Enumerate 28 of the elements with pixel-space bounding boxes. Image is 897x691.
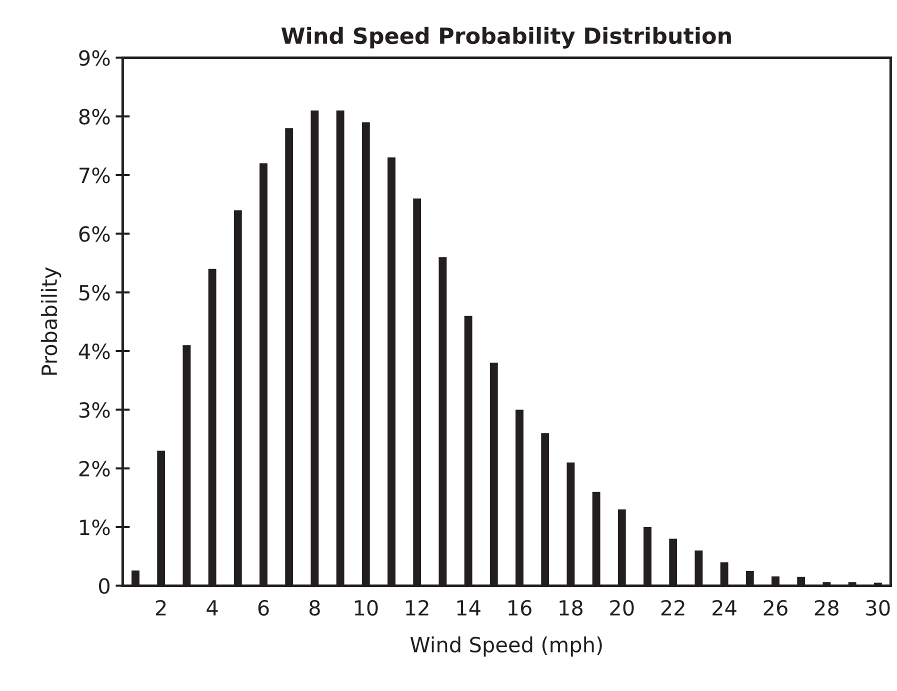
y-tick-label: 2% bbox=[79, 460, 110, 477]
y-tick-label: 8% bbox=[79, 108, 110, 125]
x-tick-label: 14 bbox=[457, 600, 480, 616]
x-axis-title: Wind Speed (mph) bbox=[410, 636, 602, 657]
x-tick-label: 18 bbox=[560, 600, 583, 616]
x-tick-label: 24 bbox=[712, 600, 736, 616]
y-tick-label: 7% bbox=[80, 167, 110, 184]
x-tick-label: 16 bbox=[508, 600, 532, 616]
y-tick-label: 3% bbox=[79, 402, 110, 418]
x-tick-label: 30 bbox=[866, 600, 890, 616]
x-tick-label: 10 bbox=[354, 600, 378, 616]
x-tick-label: 12 bbox=[406, 600, 428, 616]
y-tick-label: 5% bbox=[79, 284, 110, 301]
x-tick-label: 26 bbox=[764, 600, 788, 616]
x-tick-label: 20 bbox=[610, 600, 634, 616]
x-tick-label: 6 bbox=[258, 600, 269, 616]
y-tick-label: 6% bbox=[79, 226, 110, 242]
y-tick-label: 9% bbox=[79, 50, 110, 66]
chart-title: Wind Speed Probability Distribution bbox=[281, 26, 731, 49]
y-axis-title: Probability bbox=[41, 267, 62, 375]
y-tick-label: 0 bbox=[99, 578, 110, 594]
y-tick-label: 4% bbox=[78, 343, 110, 360]
y-tick-label: 1% bbox=[80, 519, 110, 536]
x-tick-label: 2 bbox=[156, 600, 166, 616]
x-tick-label: 28 bbox=[814, 600, 839, 616]
x-tick-label: 4 bbox=[206, 600, 218, 616]
x-tick-label: 22 bbox=[661, 600, 684, 616]
x-tick-label: 8 bbox=[309, 600, 320, 616]
